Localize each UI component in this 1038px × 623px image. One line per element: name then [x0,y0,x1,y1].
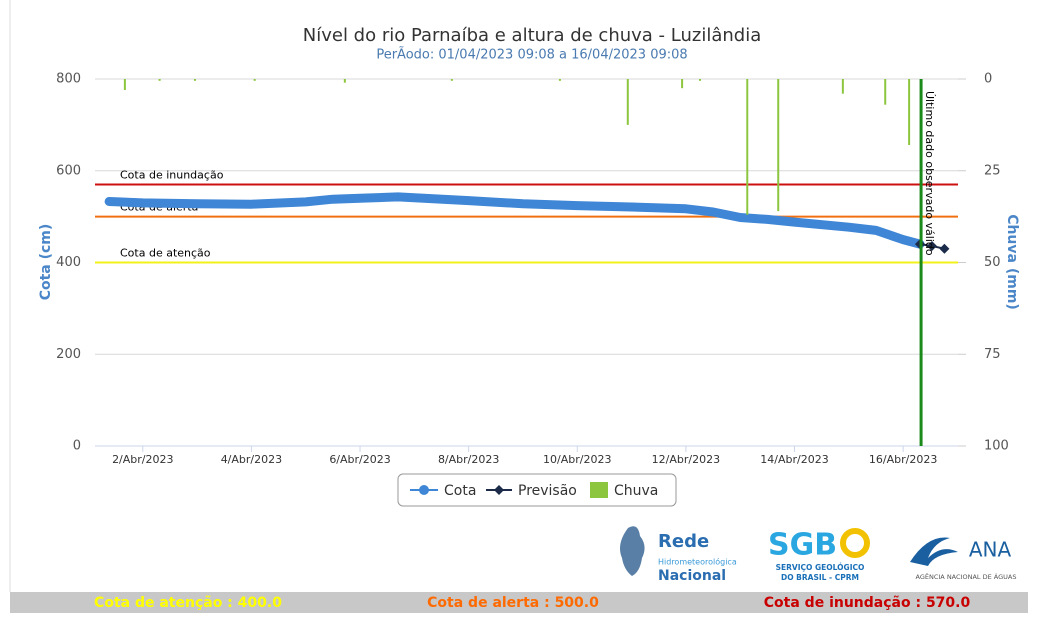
rain-bar [626,79,629,125]
x-tick-label: 14/Abr/2023 [760,453,828,466]
forecast-point [926,240,937,251]
logo-text: AGÊNCIA NACIONAL DE ÁGUAS [916,572,1017,581]
rain-bar [777,79,780,212]
rain-bar [746,79,749,215]
y2-tick-label: 0 [984,72,992,87]
legend-label[interactable]: Chuva [614,483,658,499]
rain-bar [123,79,126,91]
chart-subtitle: PerÃodo: 01/04/2023 09:08 a 16/04/2023 0… [376,47,687,63]
rain-bar [193,79,196,81]
y2-tick-label: 75 [984,347,1001,362]
legend-item[interactable]: Previsão [486,483,577,499]
logo-text: DO BRASIL - CPRM [781,573,859,582]
y2-axis-label: Chuva (mm) [1004,214,1020,310]
logo-shape [910,537,958,566]
logo-shape [620,526,645,576]
x-tick-label: 12/Abr/2023 [652,453,720,466]
rain-bar [158,79,161,81]
x-tick-label: 10/Abr/2023 [543,453,611,466]
threshold-label: Cota de atenção [120,247,211,260]
rain-bar [681,79,684,89]
legend-symbol [419,485,429,495]
legend-item[interactable]: Cota [410,483,476,499]
y-tick-label: 200 [56,347,81,362]
footer-bar [10,592,1028,613]
logo-text: Hidrometeorológica [658,557,737,567]
legend-label[interactable]: Cota [444,483,476,499]
y2-tick-label: 100 [984,439,1009,454]
rain-bar [253,79,256,81]
logo-shape [840,528,870,558]
logo-text: Rede [658,531,709,552]
logo-ana: ANA AGÊNCIA NACIONAL DE ÁGUAS [910,537,1017,581]
x-tick-label: 2/Abr/2023 [112,453,173,466]
threshold-label: Cota de inundação [120,169,224,182]
rain-bar [450,79,453,81]
x-tick-label: 4/Abr/2023 [221,453,282,466]
footer-text: Cota de inundação : 570.0 [764,595,971,611]
rain-bar [908,79,911,146]
y-axis-label: Cota (cm) [38,224,54,301]
footer-text: Cota de alerta : 500.0 [427,595,599,611]
y-tick-label: 800 [56,72,81,87]
chart-title: Nível do rio Parnaíba e altura de chuva … [303,25,761,46]
y-tick-label: 400 [56,255,81,270]
legend-symbol [494,485,504,495]
logo-rede: Rede Hidrometeorológica Nacional [620,526,737,584]
x-tick-label: 16/Abr/2023 [869,453,937,466]
rain-bar [699,79,702,81]
rain-bar [558,79,561,81]
y-tick-label: 0 [73,439,81,454]
legend-label[interactable]: Previsão [518,483,577,499]
logo-text: SERVIÇO GEOLÓGICO [776,563,865,572]
footer-text: Cota de atenção : 400.0 [94,595,282,611]
y2-tick-label: 25 [984,163,1001,178]
legend-item[interactable]: Chuva [590,482,658,499]
y2-tick-label: 50 [984,255,1001,270]
level-line [104,192,925,249]
y-tick-label: 600 [56,163,81,178]
forecast-point [939,243,950,254]
rain-bar [841,79,844,94]
legend-symbol [590,482,608,498]
logo-text: SGB [768,528,837,563]
rain-bar [884,79,887,105]
logo-text: ANA [969,538,1012,562]
legend: Cota Previsão Chuva [397,473,677,507]
marker-label: Último dado observado válido [923,91,936,256]
x-tick-label: 8/Abr/2023 [438,453,499,466]
logo-text: Nacional [658,568,726,584]
x-tick-label: 6/Abr/2023 [329,453,390,466]
logo-sgb: SGB SERVIÇO GEOLÓGICO DO BRASIL - CPRM [768,528,870,582]
plot: 0 200 400 600 800 0 25 50 75 100 2/Abr/2023 4/Abr/2… [56,72,1009,467]
rain-bar [343,79,346,83]
